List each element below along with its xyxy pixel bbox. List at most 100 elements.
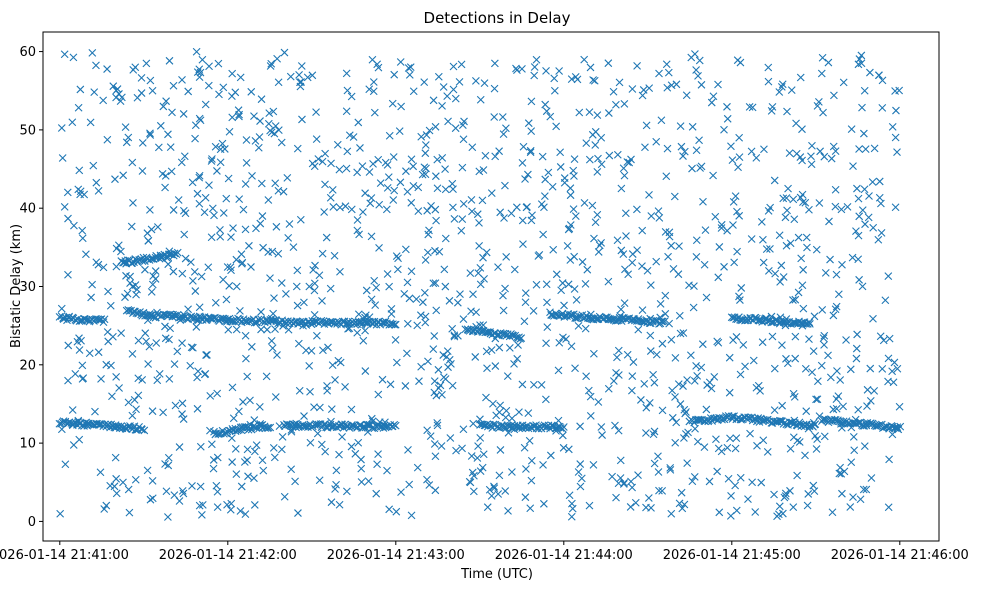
detection-marker bbox=[621, 209, 630, 218]
detection-marker bbox=[667, 509, 676, 518]
detection-marker bbox=[709, 92, 718, 101]
detection-marker bbox=[671, 393, 679, 401]
detection-marker bbox=[323, 386, 332, 395]
detection-marker bbox=[807, 160, 816, 169]
detection-marker bbox=[76, 85, 85, 94]
detection-marker bbox=[180, 152, 189, 161]
detection-marker bbox=[682, 408, 690, 416]
detection-marker bbox=[542, 280, 551, 289]
detection-marker bbox=[837, 205, 846, 214]
detection-marker bbox=[407, 155, 416, 164]
detection-marker bbox=[870, 144, 879, 153]
detection-marker bbox=[334, 356, 343, 365]
detection-marker bbox=[645, 399, 654, 407]
detection-marker bbox=[682, 91, 691, 100]
detection-marker bbox=[609, 87, 618, 96]
detection-marker bbox=[207, 157, 216, 165]
detection-marker bbox=[866, 68, 874, 77]
detection-marker bbox=[638, 306, 647, 314]
detection-marker bbox=[222, 295, 231, 304]
detection-marker bbox=[720, 262, 728, 271]
detection-marker bbox=[519, 142, 528, 151]
detection-marker bbox=[813, 377, 822, 386]
detection-marker bbox=[423, 248, 432, 257]
detection-marker bbox=[614, 346, 623, 355]
detection-marker bbox=[512, 203, 521, 212]
detection-marker bbox=[891, 133, 900, 142]
detection-marker bbox=[699, 197, 707, 206]
detection-marker bbox=[165, 374, 174, 383]
detection-marker bbox=[190, 267, 199, 276]
detection-marker bbox=[692, 146, 701, 155]
detection-marker bbox=[269, 309, 278, 318]
detection-marker bbox=[191, 287, 200, 295]
detection-marker bbox=[779, 194, 788, 203]
detection-marker bbox=[663, 83, 672, 92]
detection-marker bbox=[604, 384, 613, 393]
detection-marker bbox=[846, 365, 855, 374]
detection-marker bbox=[885, 334, 894, 343]
detection-marker bbox=[372, 283, 381, 292]
detection-marker bbox=[241, 180, 250, 188]
detection-marker bbox=[156, 121, 165, 130]
detection-marker bbox=[538, 152, 547, 161]
detection-marker bbox=[759, 436, 768, 445]
detection-marker bbox=[272, 222, 281, 231]
detection-marker bbox=[490, 113, 499, 121]
detection-marker bbox=[206, 391, 215, 400]
detection-marker bbox=[296, 82, 305, 91]
detection-marker bbox=[120, 258, 128, 267]
detection-marker bbox=[152, 339, 161, 347]
detection-marker bbox=[759, 235, 767, 244]
detection-marker bbox=[783, 107, 791, 116]
detection-marker bbox=[558, 279, 567, 287]
detection-marker bbox=[628, 258, 637, 267]
detection-marker bbox=[575, 108, 584, 117]
detection-marker bbox=[319, 346, 327, 355]
detection-marker bbox=[793, 436, 802, 445]
detection-marker bbox=[670, 192, 679, 201]
detection-marker bbox=[396, 178, 405, 187]
detection-marker bbox=[218, 139, 227, 148]
detection-marker bbox=[336, 203, 344, 212]
detection-marker bbox=[652, 257, 661, 266]
detection-marker bbox=[693, 371, 702, 380]
detection-marker bbox=[558, 431, 567, 440]
detection-marker bbox=[367, 232, 376, 241]
detection-marker bbox=[776, 278, 785, 286]
detection-marker bbox=[642, 403, 651, 412]
detection-marker bbox=[258, 212, 267, 220]
detection-marker bbox=[459, 135, 468, 144]
detection-marker bbox=[385, 282, 394, 291]
detection-marker bbox=[876, 332, 885, 341]
detection-marker bbox=[831, 305, 840, 314]
detection-marker bbox=[796, 153, 805, 161]
detection-marker bbox=[609, 377, 618, 385]
detection-marker bbox=[884, 354, 893, 363]
detection-marker bbox=[570, 155, 579, 163]
detection-marker bbox=[117, 329, 126, 338]
detection-marker bbox=[820, 340, 828, 349]
detection-marker bbox=[781, 492, 790, 500]
detection-marker bbox=[134, 391, 143, 400]
detection-marker bbox=[431, 279, 440, 288]
detection-marker bbox=[501, 284, 509, 293]
detection-marker bbox=[878, 365, 887, 373]
detection-marker bbox=[680, 147, 689, 156]
detection-marker bbox=[593, 167, 602, 176]
detection-marker bbox=[688, 477, 697, 486]
detection-marker bbox=[797, 254, 806, 263]
detection-marker bbox=[550, 86, 559, 95]
detection-marker bbox=[138, 425, 146, 434]
detection-marker bbox=[731, 481, 740, 490]
detection-marker bbox=[482, 393, 490, 402]
detection-marker bbox=[78, 226, 87, 235]
detection-marker bbox=[154, 143, 163, 152]
detection-marker bbox=[817, 69, 826, 78]
detection-marker bbox=[834, 290, 843, 299]
detection-marker bbox=[213, 503, 222, 512]
detection-marker bbox=[680, 434, 688, 442]
detection-marker bbox=[532, 280, 541, 289]
detection-marker bbox=[237, 482, 246, 491]
detection-marker bbox=[552, 270, 561, 279]
